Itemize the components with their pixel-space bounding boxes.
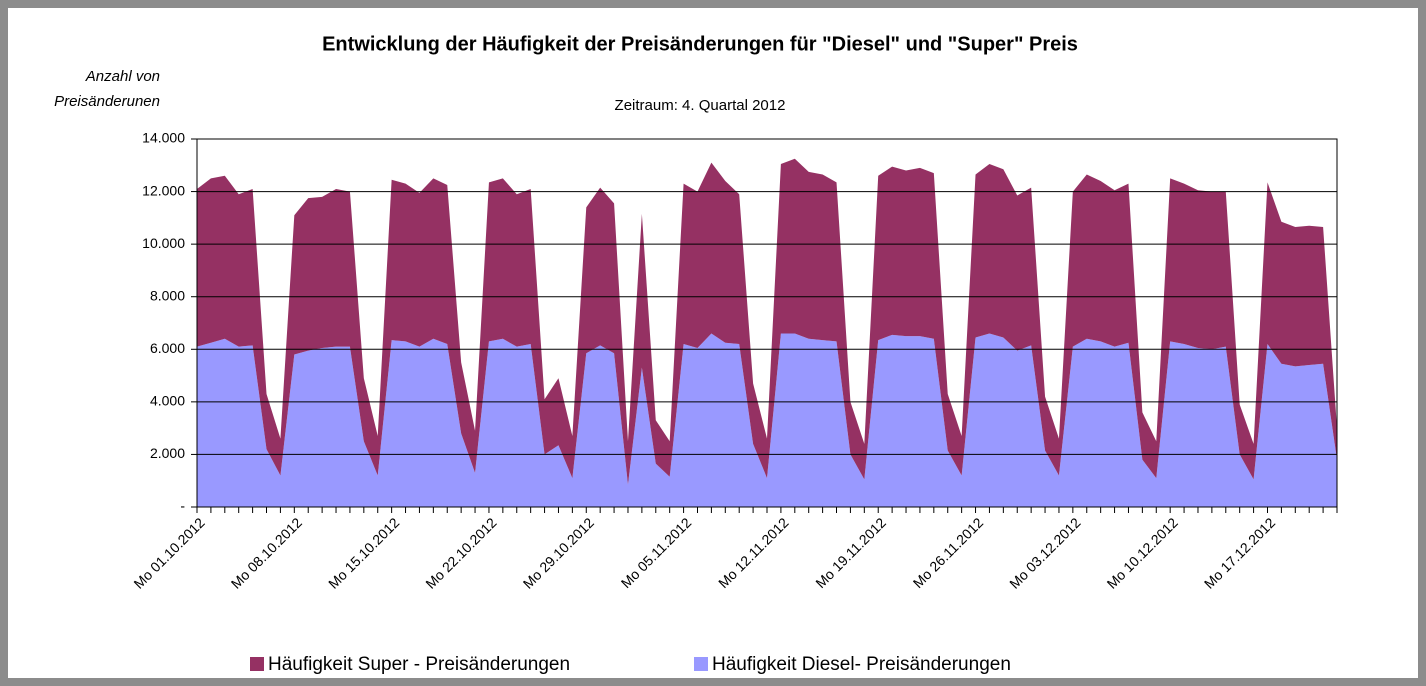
- area: [197, 333, 1337, 507]
- y-tick-label: 4.000: [150, 393, 185, 409]
- legend-swatch: [694, 657, 708, 671]
- y-tick-label: 10.000: [142, 235, 185, 251]
- legend-label: Häufigkeit Super - Preisänderungen: [268, 654, 570, 675]
- area: [197, 158, 1337, 485]
- legend-label: Häufigkeit Diesel- Preisänderungen: [712, 654, 1011, 675]
- y-axis-label: Preisänderunen: [54, 93, 160, 110]
- y-tick-label: 12.000: [142, 182, 185, 198]
- y-tick-label: 14.000: [142, 130, 185, 146]
- chart-title: Entwicklung der Häufigkeit der Preisände…: [322, 33, 1078, 55]
- y-axis-label: Anzahl von: [85, 68, 160, 85]
- chart-subtitle: Zeitraum: 4. Quartal 2012: [615, 97, 786, 114]
- y-tick-label: 8.000: [150, 287, 185, 303]
- y-tick-label: 6.000: [150, 340, 185, 356]
- y-tick-label: 2.000: [150, 445, 185, 461]
- legend-swatch: [250, 657, 264, 671]
- y-tick-label: -: [180, 498, 185, 514]
